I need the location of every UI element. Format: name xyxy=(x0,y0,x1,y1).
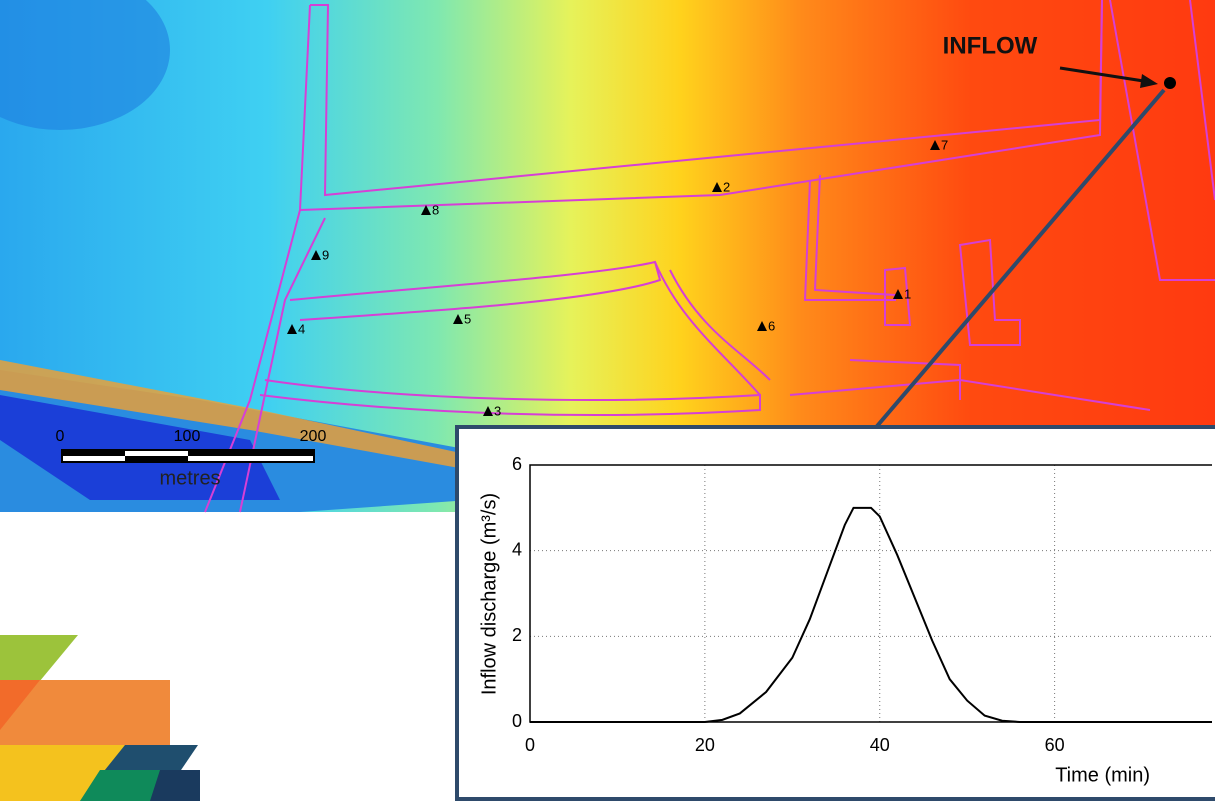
y-axis-label: Inflow discharge (m³/s) xyxy=(478,493,500,695)
y-tick-label: 2 xyxy=(512,625,522,645)
gauge-label: 8 xyxy=(432,202,439,217)
x-axis-label: Time (min) xyxy=(1055,764,1150,786)
scale-unit: metres xyxy=(159,467,220,489)
page: {"map": {"inflow_label": "INFLOW", "gaug… xyxy=(0,0,1215,801)
inset-chart: Time (min) Inflow discharge (m³/s) 02460… xyxy=(457,427,1215,799)
inflow-label: INFLOW xyxy=(943,32,1038,59)
inset-frame xyxy=(457,427,1215,799)
x-tick-label: 20 xyxy=(695,735,715,755)
gauge-label: 4 xyxy=(298,321,305,336)
gauge-label: 9 xyxy=(322,247,329,262)
x-tick-label: 0 xyxy=(525,735,535,755)
gauge-label: 6 xyxy=(768,318,775,333)
x-tick-label: 60 xyxy=(1045,735,1065,755)
scale-label: 200 xyxy=(300,428,327,445)
decoration xyxy=(0,635,200,801)
scale-label: 100 xyxy=(174,428,201,445)
gauge-label: 7 xyxy=(941,137,948,152)
y-tick-label: 6 xyxy=(512,454,522,474)
figure: 1 2 3 4 5 6 7 8 9 0 100 200 metres INFLO… xyxy=(0,0,1215,801)
gauge-label: 1 xyxy=(904,286,911,301)
gauge-label: 3 xyxy=(494,403,501,418)
x-tick-label: 40 xyxy=(870,735,890,755)
gauge-label: 5 xyxy=(464,311,471,326)
y-tick-label: 4 xyxy=(512,539,522,559)
gauge-label: 2 xyxy=(723,179,730,194)
scale-label: 0 xyxy=(56,428,65,445)
inflow-point xyxy=(1164,77,1176,89)
y-tick-label: 0 xyxy=(512,711,522,731)
